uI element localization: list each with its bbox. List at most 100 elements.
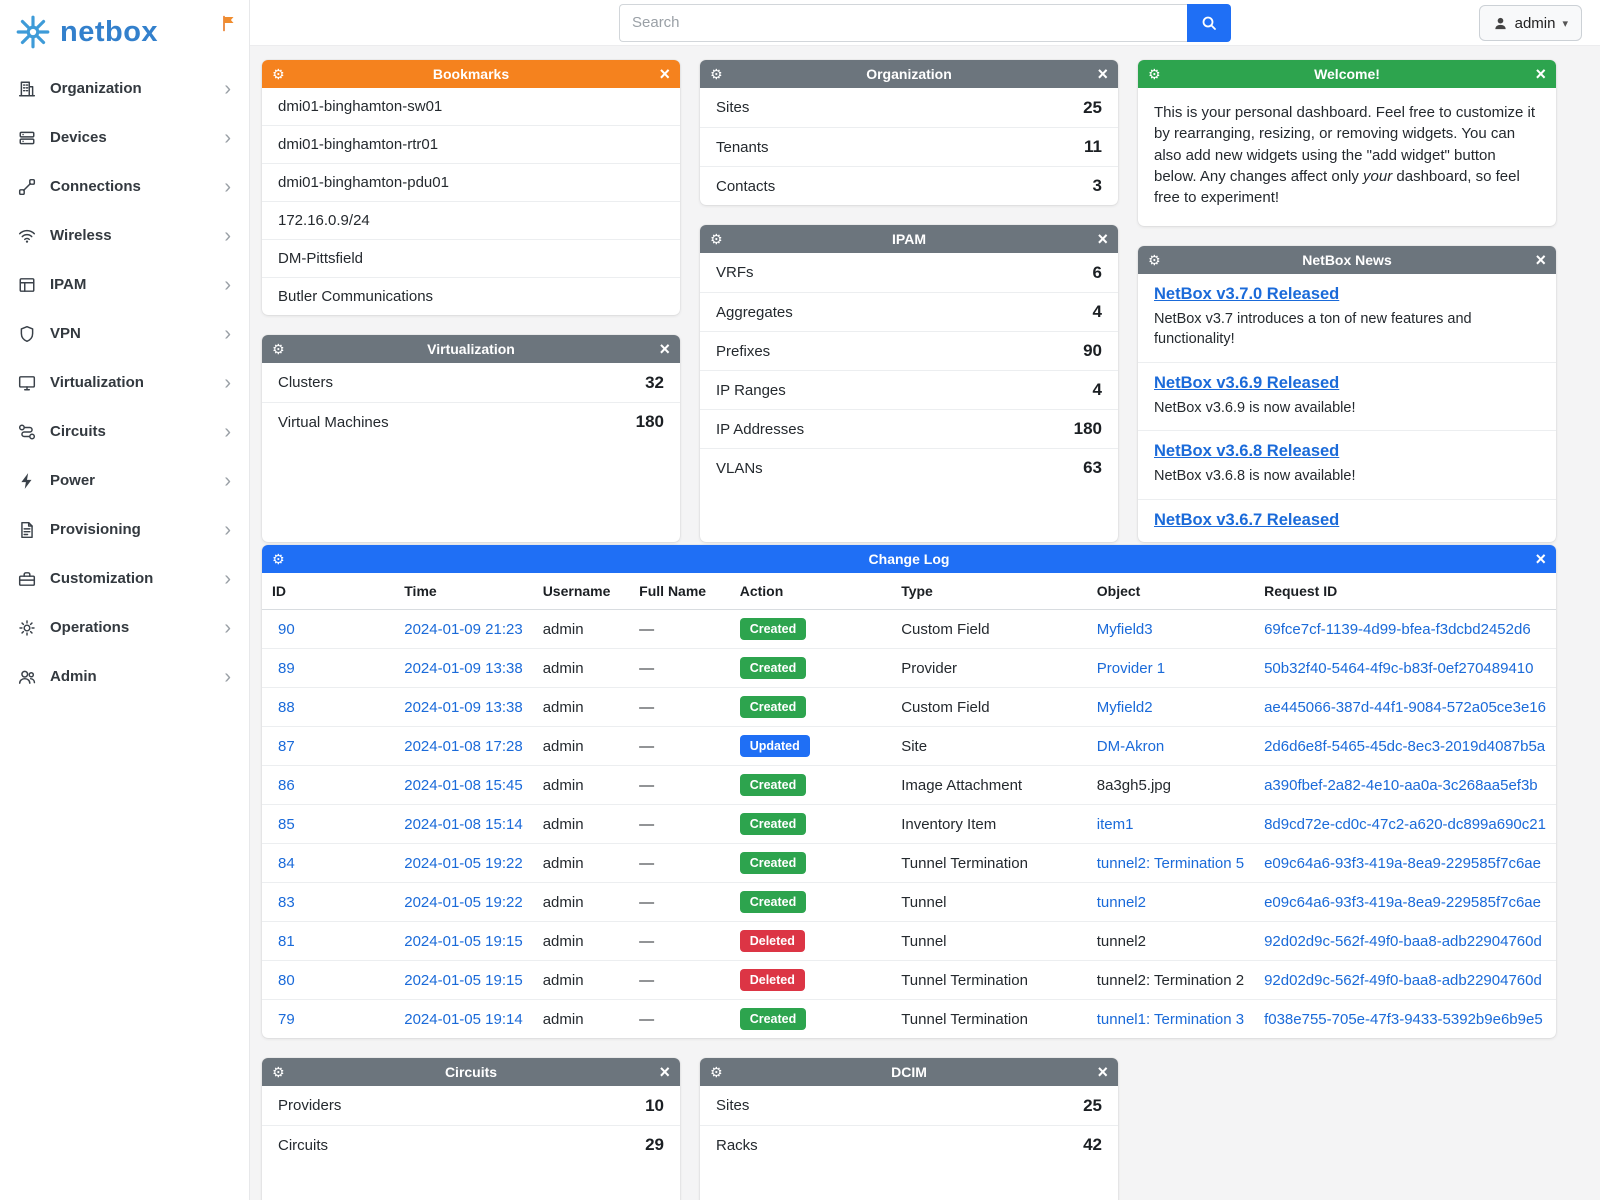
bookmark-item[interactable]: dmi01-binghamton-rtr01 (262, 125, 680, 163)
change-time-link[interactable]: 2024-01-09 13:38 (404, 659, 523, 677)
stat-row[interactable]: IP Ranges 4 (700, 370, 1118, 409)
request-id-link[interactable]: f038e755-705e-47f3-9433-5392b9e6b9e5 (1264, 1010, 1543, 1028)
close-icon[interactable]: × (1535, 64, 1546, 84)
stat-row[interactable]: Virtual Machines 180 (262, 402, 680, 441)
news-headline-link[interactable]: NetBox v3.7.0 Released (1154, 285, 1340, 304)
request-id-link[interactable]: 92d02d9c-562f-49f0-baa8-adb22904760d (1264, 971, 1542, 989)
change-id-link[interactable]: 85 (278, 815, 295, 833)
news-widget-header[interactable]: ⚙ NetBox News × (1138, 246, 1556, 275)
change-id-link[interactable]: 81 (278, 932, 295, 950)
sidebar-item-power[interactable]: Power › (0, 456, 249, 505)
change-object-link[interactable]: tunnel2: Termination 2 (1096, 971, 1245, 989)
news-headline-link[interactable]: NetBox v3.6.9 Released (1154, 373, 1340, 392)
stat-row[interactable]: Providers 10 (262, 1086, 680, 1125)
gear-icon[interactable]: ⚙ (710, 230, 723, 247)
request-id-link[interactable]: a390fbef-2a82-4e10-aa0a-3c268aa5ef3b (1264, 776, 1538, 794)
logo[interactable]: netbox (0, 0, 249, 64)
virtualization-widget-header[interactable]: ⚙ Virtualization × (262, 335, 680, 363)
welcome-widget-header[interactable]: ⚙ Welcome! × (1138, 60, 1556, 88)
gear-icon[interactable]: ⚙ (1148, 65, 1161, 82)
change-id-link[interactable]: 84 (278, 854, 295, 872)
change-object-link[interactable]: tunnel2 (1096, 893, 1146, 911)
request-id-link[interactable]: e09c64a6-93f3-419a-8ea9-229585f7c6ae (1264, 854, 1541, 872)
sidebar-item-admin[interactable]: Admin › (0, 652, 249, 701)
close-icon[interactable]: × (659, 339, 670, 359)
close-icon[interactable]: × (1097, 64, 1108, 84)
change-time-link[interactable]: 2024-01-05 19:15 (404, 971, 523, 989)
bookmark-item[interactable]: dmi01-binghamton-sw01 (278, 98, 443, 115)
stat-row[interactable]: Tenants 11 (700, 127, 1118, 166)
organization-widget-header[interactable]: ⚙ Organization × (700, 60, 1118, 88)
change-object-link[interactable]: Myfield2 (1096, 698, 1153, 716)
close-icon[interactable]: × (1097, 1062, 1108, 1082)
change-id-link[interactable]: 89 (278, 659, 295, 677)
close-icon[interactable]: × (659, 1062, 670, 1082)
request-id-link[interactable]: 50b32f40-5464-4f9c-b83f-0ef270489410 (1264, 659, 1534, 677)
change-time-link[interactable]: 2024-01-05 19:22 (404, 854, 523, 872)
changelog-widget-header[interactable]: ⚙ Change Log × (262, 545, 1556, 573)
sidebar-item-connections[interactable]: Connections › (0, 162, 249, 211)
stat-row[interactable]: Contacts 3 (700, 166, 1118, 205)
sidebar-item-circuits[interactable]: Circuits › (0, 407, 249, 456)
change-object-link[interactable]: item1 (1096, 815, 1134, 833)
news-headline-link[interactable]: NetBox v3.6.8 Released (1154, 442, 1340, 461)
change-object-link[interactable]: Myfield3 (1096, 620, 1153, 638)
stat-row[interactable]: IP Addresses 180 (700, 409, 1118, 448)
change-object-link[interactable]: DM-Akron (1096, 737, 1165, 755)
close-icon[interactable]: × (659, 64, 670, 84)
change-time-link[interactable]: 2024-01-09 21:23 (404, 620, 523, 638)
dcim-widget-header[interactable]: ⚙ DCIM × (700, 1058, 1118, 1086)
change-time-link[interactable]: 2024-01-05 19:14 (404, 1010, 523, 1028)
ipam-widget-header[interactable]: ⚙ IPAM × (700, 225, 1118, 253)
sidebar-item-organization[interactable]: Organization › (0, 64, 249, 113)
change-time-link[interactable]: 2024-01-08 15:45 (404, 776, 523, 794)
stat-row[interactable]: Aggregates 4 (700, 292, 1118, 331)
stat-row[interactable]: Clusters 32 (262, 363, 680, 402)
bookmark-item[interactable]: dmi01-binghamton-pdu01 (262, 163, 680, 201)
gear-icon[interactable]: ⚙ (272, 340, 285, 357)
change-id-link[interactable]: 79 (278, 1010, 295, 1028)
circuits-widget-header[interactable]: ⚙ Circuits × (262, 1058, 680, 1086)
request-id-link[interactable]: ae445066-387d-44f1-9084-572a05ce3e16 (1264, 698, 1546, 716)
close-icon[interactable]: × (1097, 229, 1108, 249)
stat-row[interactable]: Sites 25 (700, 88, 1118, 127)
stat-row[interactable]: Prefixes 90 (700, 331, 1118, 370)
gear-icon[interactable]: ⚙ (710, 65, 723, 82)
change-id-link[interactable]: 86 (278, 776, 295, 794)
stat-row[interactable]: Circuits 29 (262, 1125, 680, 1164)
close-icon[interactable]: × (1535, 250, 1546, 271)
stat-row[interactable]: Sites 25 (700, 1086, 1118, 1125)
sidebar-item-provisioning[interactable]: Provisioning › (0, 505, 249, 554)
change-id-link[interactable]: 83 (278, 893, 295, 911)
change-id-link[interactable]: 88 (278, 698, 295, 716)
sidebar-item-operations[interactable]: Operations › (0, 603, 249, 652)
bookmark-item[interactable]: Butler Communications (262, 277, 680, 315)
change-id-link[interactable]: 90 (278, 620, 295, 638)
sidebar-item-virtualization[interactable]: Virtualization › (0, 358, 249, 407)
search-input[interactable] (619, 3, 1187, 42)
sidebar-item-vpn[interactable]: VPN › (0, 309, 249, 358)
sidebar-item-wireless[interactable]: Wireless › (0, 211, 249, 260)
sidebar-item-ipam[interactable]: IPAM › (0, 260, 249, 309)
gear-icon[interactable]: ⚙ (710, 1063, 723, 1080)
bookmarks-widget-header[interactable]: ⚙ Bookmarks × (262, 60, 680, 88)
change-time-link[interactable]: 2024-01-08 15:14 (404, 815, 523, 833)
change-object-link[interactable]: Provider 1 (1096, 659, 1166, 677)
change-time-link[interactable]: 2024-01-09 13:38 (404, 698, 523, 716)
sidebar-item-customization[interactable]: Customization › (0, 554, 249, 603)
bookmark-item[interactable]: DM-Pittsfield (262, 239, 680, 277)
close-icon[interactable]: × (1535, 549, 1546, 569)
change-id-link[interactable]: 80 (278, 971, 295, 989)
stat-row[interactable]: VRFs 6 (700, 253, 1118, 292)
stat-row[interactable]: Racks 42 (700, 1125, 1118, 1164)
change-time-link[interactable]: 2024-01-08 17:28 (404, 737, 523, 755)
change-object-link[interactable]: tunnel2: Termination 5 (1096, 854, 1245, 872)
bookmark-item[interactable]: 172.16.0.9/24 (262, 201, 680, 239)
request-id-link[interactable]: 69fce7cf-1139-4d99-bfea-f3dcbd2452d6 (1264, 620, 1531, 638)
search-button[interactable] (1187, 3, 1231, 42)
gear-icon[interactable]: ⚙ (272, 550, 285, 567)
sidebar-item-devices[interactable]: Devices › (0, 113, 249, 162)
news-headline-link[interactable]: NetBox v3.6.7 Released (1154, 510, 1340, 529)
gear-icon[interactable]: ⚙ (272, 65, 285, 82)
change-object-link[interactable]: tunnel1: Termination 3 (1096, 1010, 1245, 1028)
